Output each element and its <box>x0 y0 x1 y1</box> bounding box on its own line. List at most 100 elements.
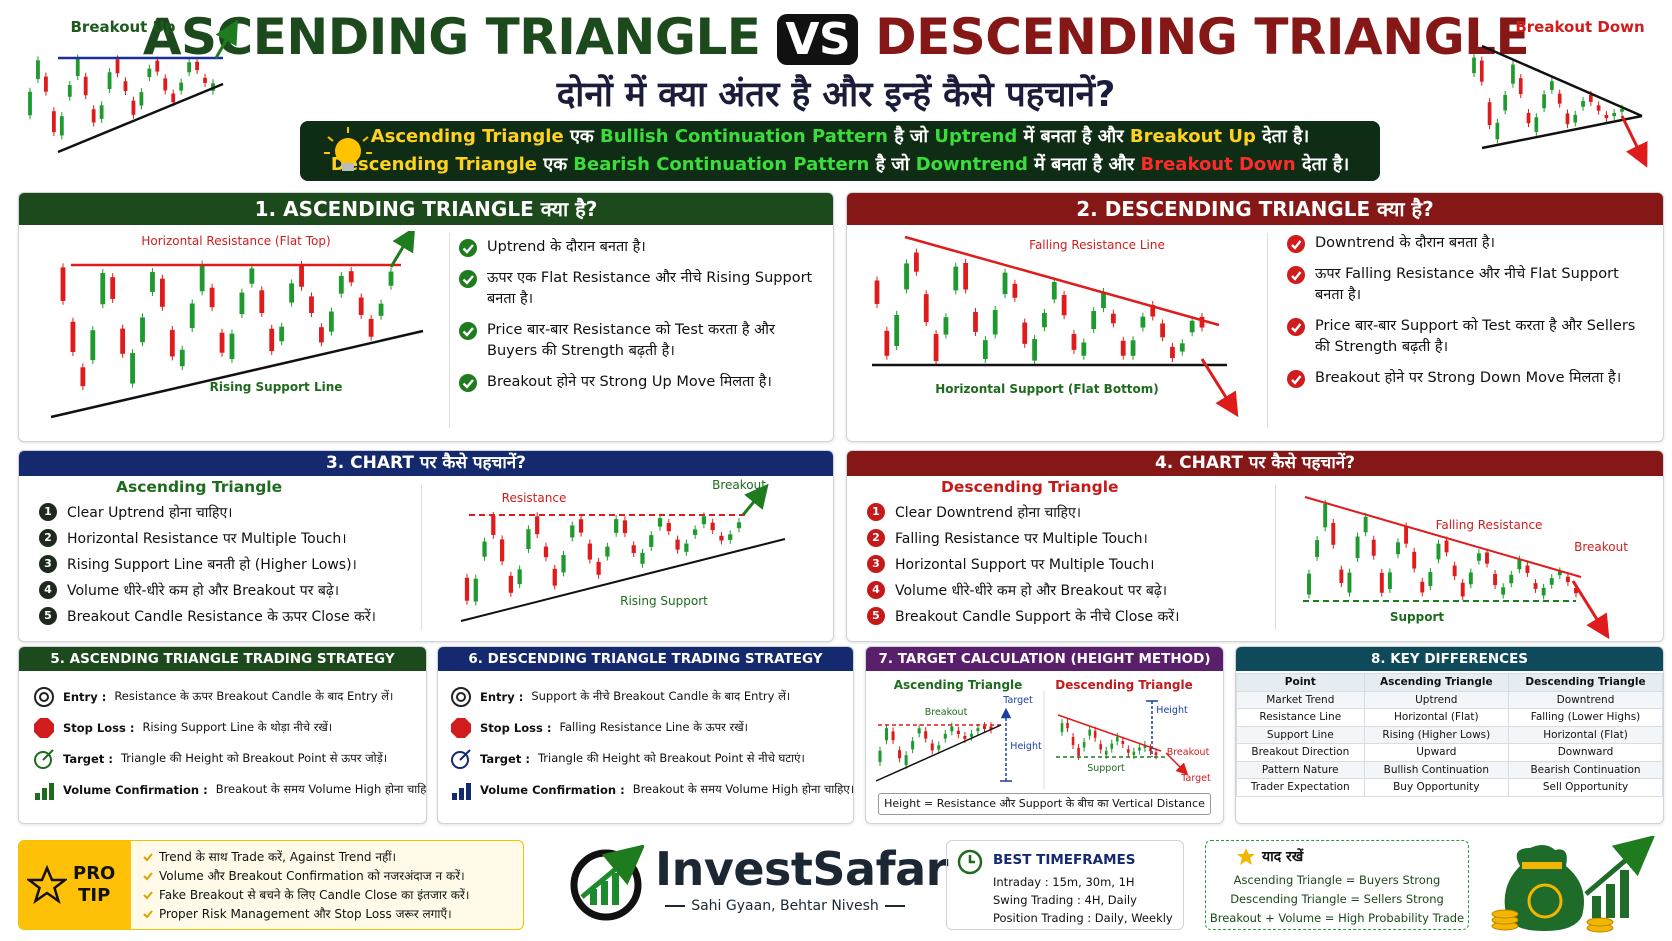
summary-segment: एक <box>536 154 574 175</box>
step: 2 Horizontal Resistance पर Multiple Touch… <box>39 525 376 551</box>
candle-body <box>199 264 205 292</box>
candle-body <box>1404 526 1409 544</box>
candle-body <box>1132 751 1136 756</box>
candle-body <box>1436 543 1441 560</box>
icon <box>459 322 477 340</box>
tip-text: Fake Breakout से बचने के लिए Candle Clos… <box>159 888 470 902</box>
candle-body <box>989 726 993 730</box>
candle-body <box>1428 572 1433 587</box>
candle-body <box>59 116 64 136</box>
summary-segment: Breakout Up <box>1129 126 1256 147</box>
icon <box>1287 370 1305 388</box>
candle-body <box>309 296 314 314</box>
candle-body <box>640 552 645 564</box>
timeframe-line: Intraday : 15m, 30m, 1H <box>993 875 1135 889</box>
decoration <box>324 127 372 154</box>
candle-body <box>1138 747 1141 751</box>
point: Downtrend के दौरान बनता है। <box>1287 233 1647 254</box>
step-number: 5 <box>39 607 57 625</box>
step-text: Rising Support Line बनती हो (Higher Lows… <box>67 556 357 573</box>
candle-body <box>1199 316 1205 328</box>
decoration <box>421 485 422 630</box>
subtitle: दोनों में क्या अंतर है और इन्हें कैसे पह… <box>556 75 1116 115</box>
timeframe-title: BEST TIMEFRAMES <box>993 852 1136 868</box>
candle-body <box>1091 311 1097 330</box>
candle-body <box>587 543 592 560</box>
decoration <box>884 905 905 907</box>
diagram-label: Support <box>1087 763 1125 774</box>
icon <box>34 748 54 769</box>
strategy-label: Stop Loss : <box>63 720 135 735</box>
trend-line <box>1620 115 1648 168</box>
icon <box>1287 266 1305 284</box>
candle-body <box>1501 587 1506 595</box>
candle-body <box>1042 312 1047 328</box>
candle-body <box>75 58 80 76</box>
star-icon <box>1237 848 1255 865</box>
candle-body <box>279 326 285 342</box>
candle-body <box>187 62 192 73</box>
icon <box>143 852 153 861</box>
point: Breakout होने पर Strong Down Move मिलता … <box>1287 368 1647 389</box>
candle-body <box>150 272 155 292</box>
candle-body <box>937 745 941 750</box>
corner-chart-right: Breakout Down <box>1472 18 1648 168</box>
candles <box>464 511 742 606</box>
candle-body <box>358 297 364 315</box>
chart-label: Resistance <box>502 491 567 505</box>
strategy-item: Target : Triangle की Height को Breakout P… <box>33 743 426 774</box>
candles <box>878 721 993 770</box>
strategy-text: Support के नीचे Breakout Candle के बाद E… <box>531 689 791 703</box>
candle-body <box>209 287 215 308</box>
tip-text: Volume और Breakout Confirmation को नजरअं… <box>159 869 465 883</box>
table-cell: Bearish Continuation <box>1508 760 1663 779</box>
candle-body <box>482 541 487 557</box>
candle-body <box>130 353 135 384</box>
summary-segment: Descending Triangle <box>330 154 537 175</box>
table-cell: Support Line <box>1236 725 1365 744</box>
decoration <box>1592 896 1601 918</box>
trend-line <box>214 19 238 59</box>
table-cell: Upward <box>1363 743 1510 762</box>
strategy-text: Triangle की Height को Breakout Point से … <box>537 751 805 765</box>
volume-icon <box>42 787 47 800</box>
candle-body <box>693 529 698 535</box>
candle-body <box>878 750 882 763</box>
step-number: 2 <box>867 529 885 547</box>
target-icon <box>451 686 471 707</box>
candle-body <box>51 111 56 133</box>
chart-label: Falling Resistance Line <box>1029 238 1165 252</box>
brand-tagline-row: Sahi Gyaan, Behtar Nivesh <box>640 898 930 914</box>
bullet-icon <box>1287 370 1305 388</box>
candle-body <box>1379 572 1384 593</box>
step-text: Volume धीरे-धीरे कम हो और Breakout पर बढ… <box>895 582 1168 599</box>
diagram-label: Breakout <box>1167 747 1210 758</box>
table-cell: Trader Expectation <box>1236 778 1365 797</box>
candle-body <box>904 263 909 290</box>
candle-body <box>874 280 880 304</box>
candle-body <box>91 109 96 123</box>
arrow-icon <box>459 748 471 761</box>
tip: Fake Breakout से बचने के लिए Candle Clos… <box>143 885 469 904</box>
candle-body <box>884 728 889 741</box>
candle-body <box>1347 572 1352 593</box>
candle-body <box>911 741 915 750</box>
stop-icon <box>451 717 471 738</box>
strategy-text: Rising Support Line के थोड़ा नीचे रखें। <box>142 720 333 734</box>
decoration <box>968 855 975 864</box>
point-text: ऊपर Falling Resistance और नीचे Flat Supp… <box>1315 266 1619 303</box>
clock-icon <box>957 849 983 875</box>
tip-text: Proper Risk Management और Stop Loss जरूर… <box>159 907 452 921</box>
candles <box>28 54 215 140</box>
candle-body <box>159 278 165 307</box>
candle-body <box>1479 60 1484 82</box>
timeframe-line: Position Trading : Daily, Weekly <box>993 911 1173 925</box>
icon <box>35 782 54 800</box>
target-icon <box>451 750 469 769</box>
strategy-item: Entry : Resistance के ऊपर Breakout Candle… <box>33 681 426 712</box>
volume-icon <box>459 787 464 800</box>
candle-body <box>131 100 136 115</box>
bullet-mark <box>1291 323 1302 333</box>
candle-body <box>1487 102 1492 126</box>
candle-body <box>526 529 531 550</box>
